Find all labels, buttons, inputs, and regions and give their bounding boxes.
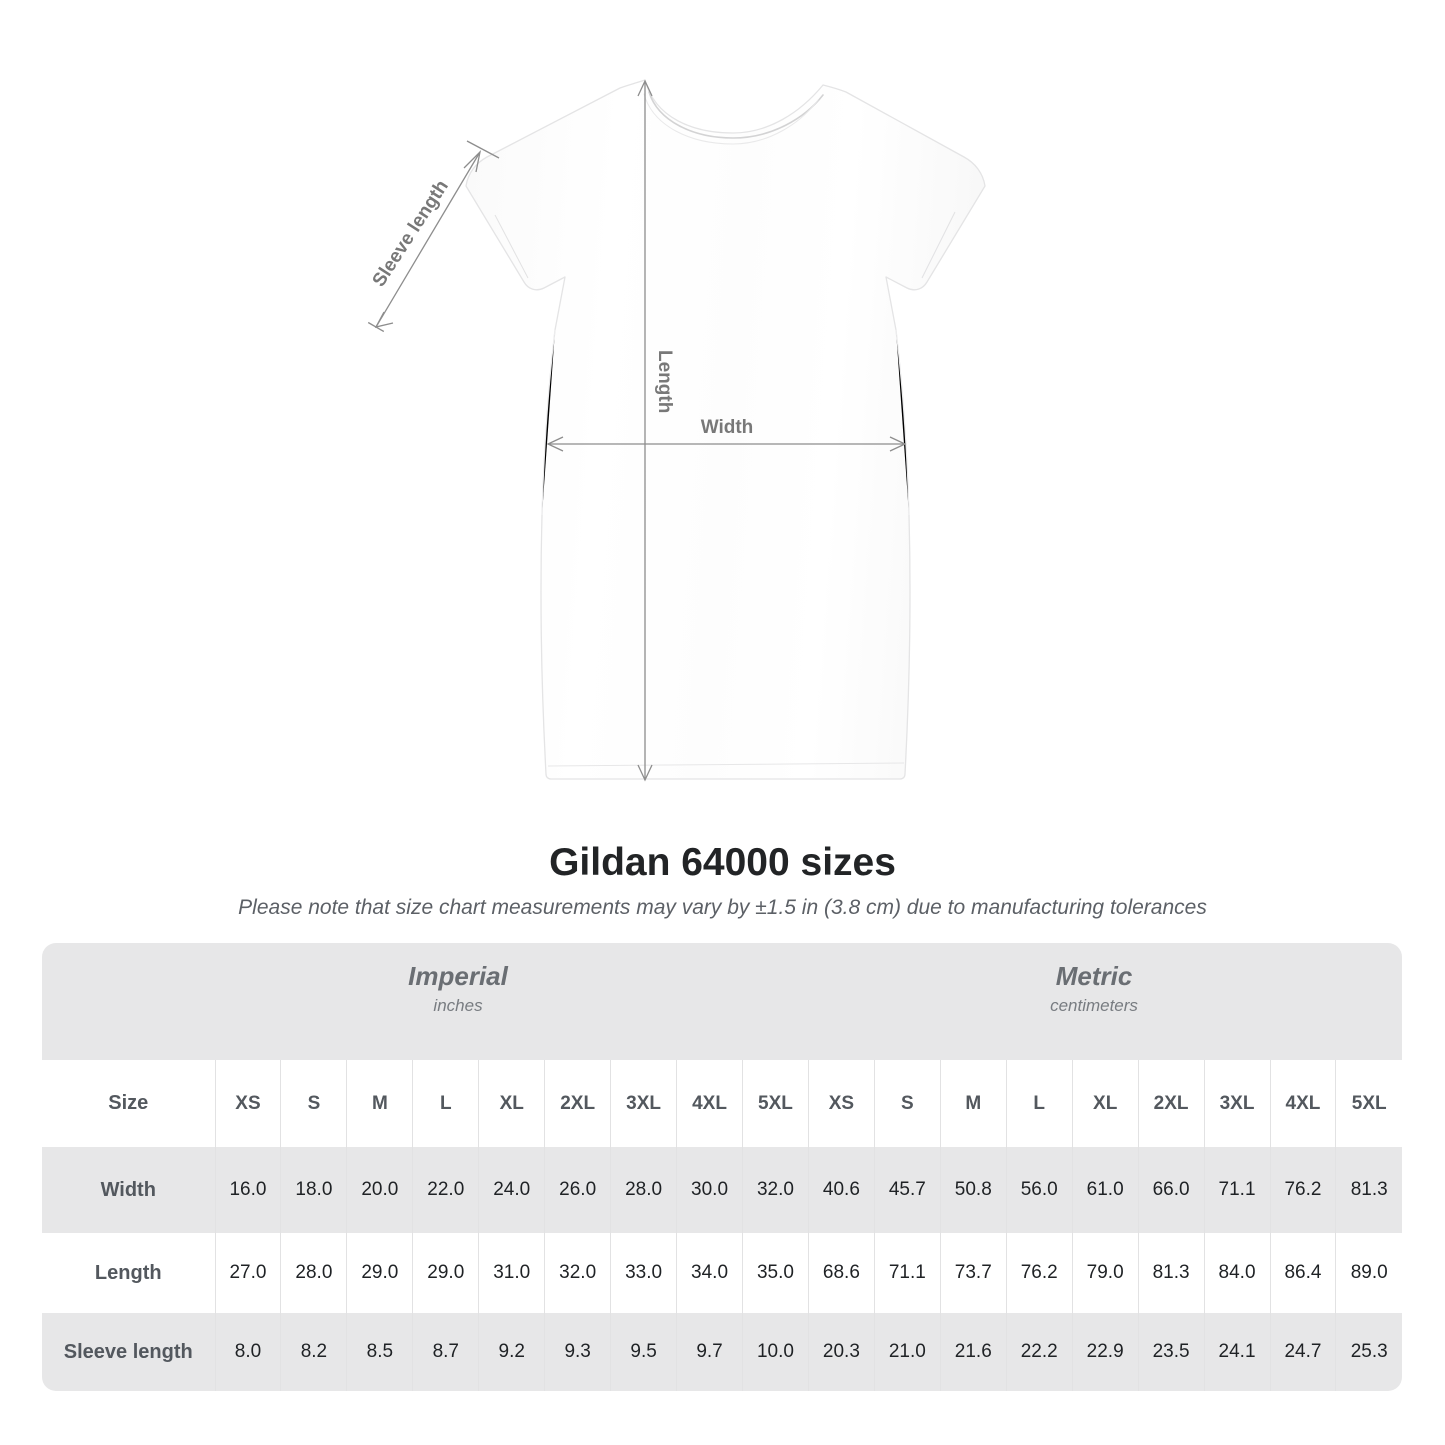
svg-text:Width: Width xyxy=(701,417,754,438)
svg-text:Sleeve length: Sleeve length xyxy=(369,177,453,291)
svg-text:Length: Length xyxy=(654,350,675,413)
